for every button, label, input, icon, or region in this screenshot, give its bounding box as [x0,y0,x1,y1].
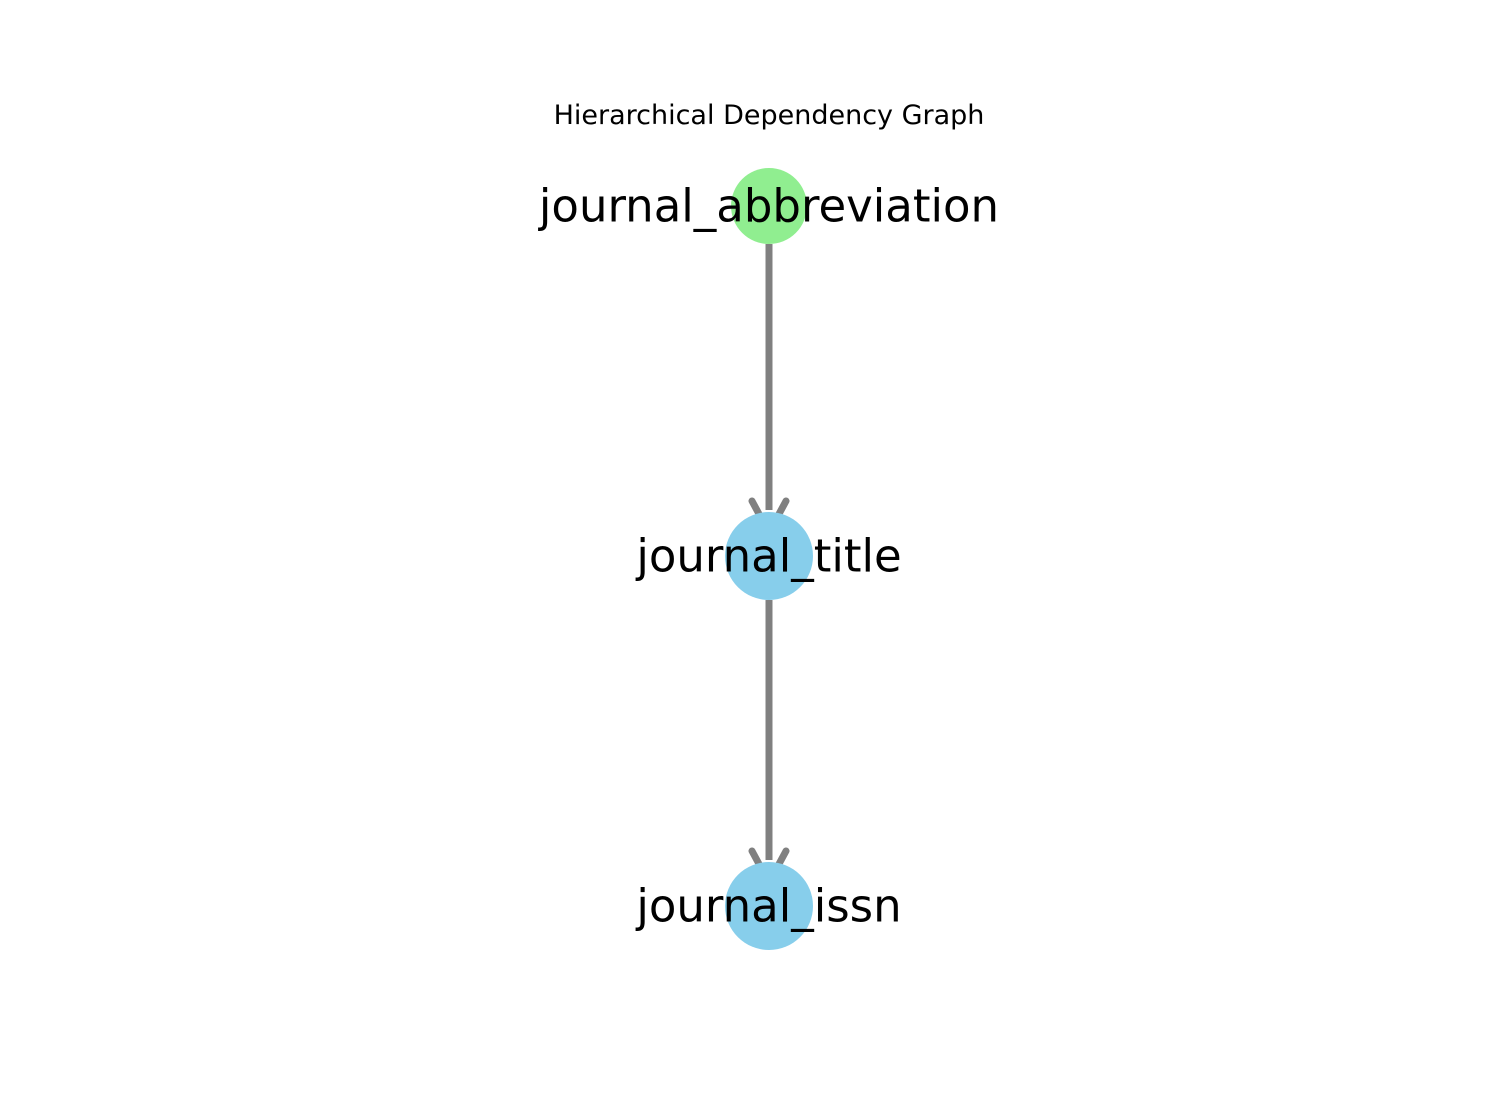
node-journal_title[interactable] [725,512,813,600]
node-journal_abbreviation[interactable] [731,168,807,244]
nodes-layer [725,168,813,950]
labels-layer: journal_abbreviation journal_titlejournal… [538,180,999,933]
node-journal_issn[interactable] [725,862,813,950]
edges-layer [748,244,790,868]
arrowhead-journal_title [748,497,790,518]
graph-title: Hierarchical Dependency Graph [554,100,985,131]
arrowhead-journal_issn [748,847,790,868]
node-label-journal_abbreviation: journal_abbreviation [538,180,999,233]
node-label-journal_issn: journal_issn [635,880,901,933]
node-label-journal_title: journal_title [635,530,901,583]
